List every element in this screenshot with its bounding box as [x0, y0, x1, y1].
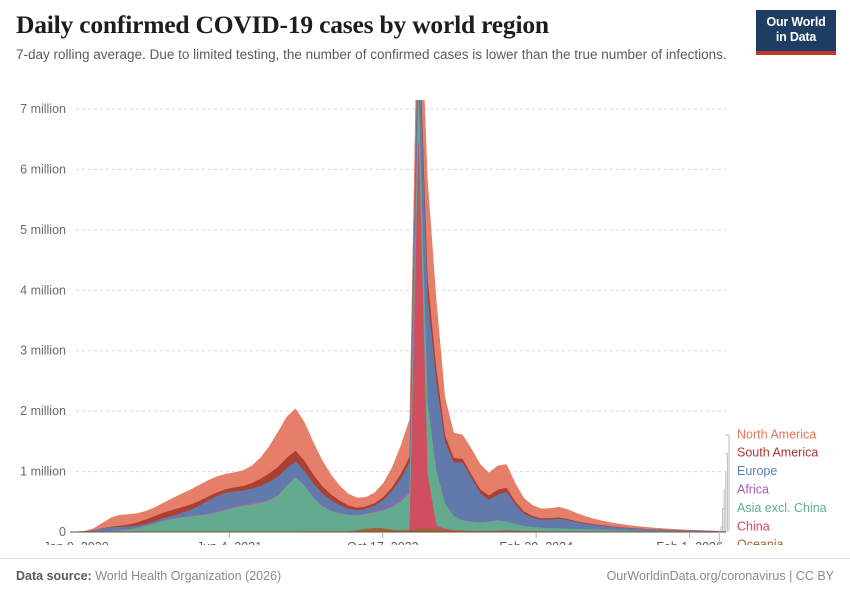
chart-footer: Data source: World Health Organization (… — [0, 558, 850, 601]
legend-connector — [722, 508, 725, 532]
legend-connector — [725, 471, 727, 532]
y-axis-tick-label: 0 — [59, 525, 66, 539]
gridlines — [76, 108, 726, 473]
owid-logo-bar — [756, 51, 836, 55]
area-series-europe[interactable] — [75, 100, 727, 533]
y-axis-tick-label: 2 million — [20, 404, 66, 418]
y-axis-ticks: 0 1 million 2 million 3 million 4 million 5 m… — [20, 102, 66, 539]
legend-connector — [725, 452, 728, 532]
legend-item-asia-excl-china[interactable]: Asia excl. China — [737, 501, 827, 515]
y-axis-tick-label: 5 million — [20, 223, 66, 237]
legend-item-europe[interactable]: Europe — [737, 464, 777, 478]
owid-logo-line2: in Data — [775, 30, 817, 44]
legend-item-china[interactable]: China — [737, 519, 770, 533]
legend-item-south-america[interactable]: South America — [737, 446, 818, 460]
data-source-value: World Health Organization (2026) — [95, 569, 282, 583]
y-axis-tick-label: 7 million — [20, 102, 66, 116]
y-axis-tick-label: 4 million — [20, 283, 66, 297]
y-axis-tick-label: 1 million — [20, 465, 66, 479]
legend-connector — [718, 531, 725, 545]
data-source: Data source: World Health Organization (… — [16, 569, 281, 583]
y-axis-tick-label: 6 million — [20, 162, 66, 176]
chart-legend[interactable]: North America South America Europe Africa As… — [718, 427, 827, 545]
legend-item-north-america[interactable]: North America — [737, 427, 816, 441]
area-series-north-america[interactable] — [75, 100, 727, 533]
x-axis-tick-label: Jan 9, 2020 — [43, 540, 108, 545]
x-axis-tick-label: Oct 17, 2022 — [347, 540, 419, 545]
area-series-asia-excl-china[interactable] — [75, 100, 727, 533]
x-axis-ticks: Jan 9, 2020 Jun 4, 2021 Oct 17, 2022 Feb 29… — [43, 533, 723, 545]
plot-area[interactable]: 0 1 million 2 million 3 million 4 million 5 m… — [0, 100, 850, 545]
x-axis-tick-label: Jun 4, 2021 — [197, 540, 262, 545]
x-axis-tick-label: Feb 29, 2024 — [499, 540, 573, 545]
owid-logo-text: Our World in Data — [756, 10, 836, 51]
owid-logo[interactable]: Our World in Data — [756, 10, 836, 55]
chart-header: Daily confirmed COVID-19 cases by world … — [16, 10, 756, 65]
legend-connector — [723, 489, 725, 532]
x-axis-tick-label: Feb 1, 2026 — [656, 540, 723, 545]
legend-item-africa[interactable]: Africa — [737, 482, 769, 496]
stacked-area-chart[interactable]: 0 1 million 2 million 3 million 4 million 5 m… — [0, 100, 850, 545]
legend-connector — [720, 526, 725, 532]
chart-subtitle: 7-day rolling average. Due to limited te… — [16, 47, 727, 62]
page-title: Daily confirmed COVID-19 cases by world … — [16, 10, 549, 39]
legend-item-oceania[interactable]: Oceania — [737, 538, 784, 545]
y-axis-tick-label: 3 million — [20, 344, 66, 358]
area-series-south-america[interactable] — [75, 100, 727, 533]
owid-logo-line1: Our World — [766, 15, 826, 29]
area-series-group[interactable] — [75, 100, 727, 533]
attribution-link[interactable]: OurWorldinData.org/coronavirus | CC BY — [606, 569, 834, 583]
data-source-label: Data source: — [16, 569, 92, 583]
legend-connector — [725, 434, 730, 532]
